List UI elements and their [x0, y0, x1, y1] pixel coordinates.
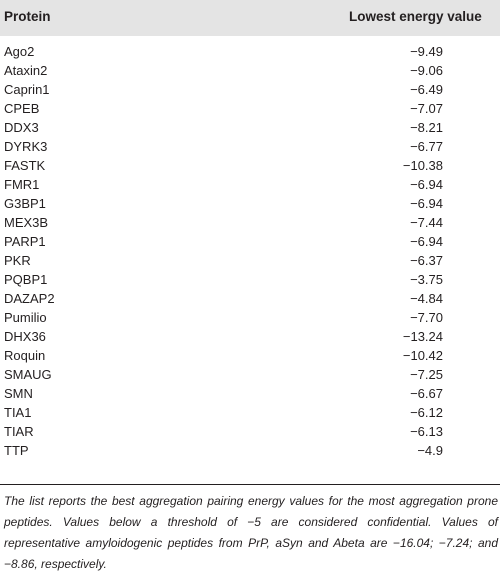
- energy-value-cell: −7.07: [410, 101, 443, 116]
- table-row: Ago2 −9.49: [0, 44, 500, 63]
- table-row: PQBP1 −3.75: [0, 272, 500, 291]
- table-row: DDX3 −8.21: [0, 120, 500, 139]
- energy-value-cell: −6.94: [410, 196, 443, 211]
- table-body: Ago2 −9.49 Ataxin2 −9.06 Caprin1 −6.49 CPEB −7.…: [0, 44, 500, 462]
- protein-cell: DDX3: [4, 120, 39, 135]
- energy-value-cell: −8.21: [410, 120, 443, 135]
- protein-cell: Ago2: [4, 44, 35, 59]
- protein-cell: TTP: [4, 443, 29, 458]
- protein-cell: SMN: [4, 386, 33, 401]
- protein-cell: DYRK3: [4, 139, 48, 154]
- protein-cell: SMAUG: [4, 367, 52, 382]
- energy-value-cell: −3.75: [410, 272, 443, 287]
- energy-value-cell: −6.67: [410, 386, 443, 401]
- table-row: FMR1 −6.94: [0, 177, 500, 196]
- energy-value-cell: −10.42: [402, 348, 443, 363]
- energy-value-cell: −9.06: [410, 63, 443, 78]
- table-row: Roquin −10.42: [0, 348, 500, 367]
- energy-value-cell: −13.24: [402, 329, 443, 344]
- table-row: PKR −6.37: [0, 253, 500, 272]
- table-row: TIAR −6.13: [0, 424, 500, 443]
- protein-cell: TIA1: [4, 405, 32, 420]
- energy-value-cell: −6.12: [410, 405, 443, 420]
- protein-cell: G3BP1: [4, 196, 46, 211]
- protein-cell: PARP1: [4, 234, 46, 249]
- energy-value-cell: −7.25: [410, 367, 443, 382]
- protein-cell: MEX3B: [4, 215, 49, 230]
- energy-value-cell: −10.38: [402, 158, 443, 173]
- table-row: DAZAP2 −4.84: [0, 291, 500, 310]
- protein-cell: Ataxin2: [4, 63, 48, 78]
- protein-cell: Caprin1: [4, 82, 50, 97]
- table-row: SMAUG −7.25: [0, 367, 500, 386]
- protein-cell: TIAR: [4, 424, 34, 439]
- table-bottom-rule: [0, 484, 500, 485]
- protein-cell: PQBP1: [4, 272, 48, 287]
- table-row: TTP −4.9: [0, 443, 500, 462]
- energy-value-cell: −6.13: [410, 424, 443, 439]
- protein-cell: PKR: [4, 253, 31, 268]
- table-row: SMN −6.67: [0, 386, 500, 405]
- energy-value-cell: −7.70: [410, 310, 443, 325]
- energy-value-cell: −7.44: [410, 215, 443, 230]
- protein-cell: Pumilio: [4, 310, 47, 325]
- protein-cell: DHX36: [4, 329, 46, 344]
- table-row: FASTK −10.38: [0, 158, 500, 177]
- table-header: Protein Lowest energy value: [0, 0, 500, 36]
- energy-value-cell: −6.77: [410, 139, 443, 154]
- header-lowest-energy-value: Lowest energy value: [349, 9, 482, 24]
- table-row: PARP1 −6.94: [0, 234, 500, 253]
- protein-cell: Roquin: [4, 348, 46, 363]
- energy-value-cell: −4.84: [410, 291, 443, 306]
- energy-value-cell: −9.49: [410, 44, 443, 59]
- table-row: G3BP1 −6.94: [0, 196, 500, 215]
- energy-value-cell: −4.9: [417, 443, 443, 458]
- table-row: Pumilio −7.70: [0, 310, 500, 329]
- table-row: DHX36 −13.24: [0, 329, 500, 348]
- table-row: Ataxin2 −9.06: [0, 63, 500, 82]
- protein-cell: CPEB: [4, 101, 40, 116]
- energy-value-cell: −6.94: [410, 177, 443, 192]
- table-footnote: The list reports the best aggregation pa…: [4, 494, 498, 571]
- energy-value-cell: −6.49: [410, 82, 443, 97]
- energy-value-cell: −6.94: [410, 234, 443, 249]
- table-row: MEX3B −7.44: [0, 215, 500, 234]
- energy-value-cell: −6.37: [410, 253, 443, 268]
- table-row: DYRK3 −6.77: [0, 139, 500, 158]
- header-protein: Protein: [4, 9, 51, 24]
- protein-cell: FASTK: [4, 158, 46, 173]
- table-row: TIA1 −6.12: [0, 405, 500, 424]
- table-row: CPEB −7.07: [0, 101, 500, 120]
- protein-cell: DAZAP2: [4, 291, 55, 306]
- protein-cell: FMR1: [4, 177, 40, 192]
- table-row: Caprin1 −6.49: [0, 82, 500, 101]
